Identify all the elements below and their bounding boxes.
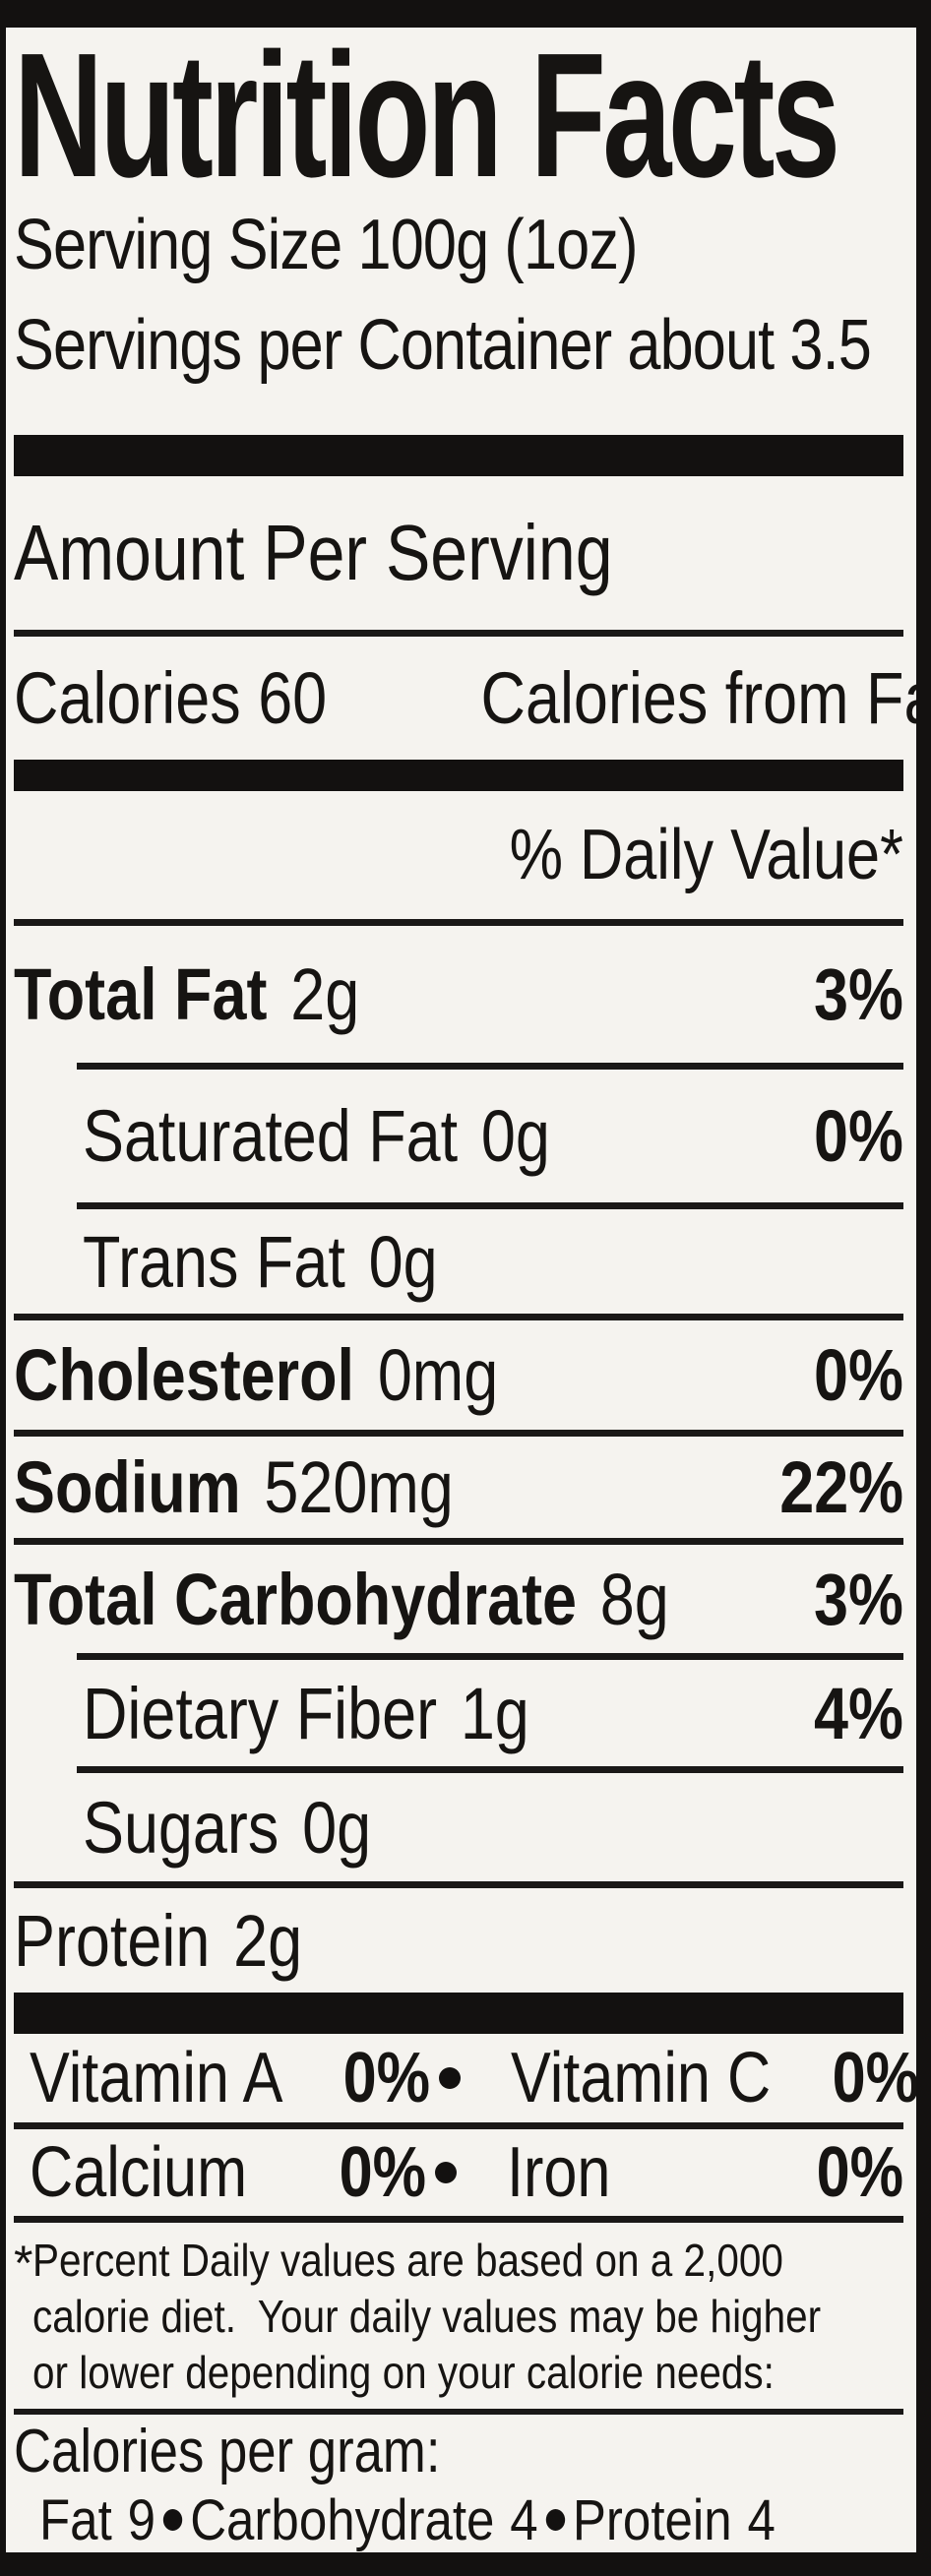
amount-per-serving-header: Amount Per Serving xyxy=(14,509,613,596)
nutrient-amount: 0g xyxy=(480,1095,550,1177)
vitamin-row: Vitamin A 0% Vitamin C 0% xyxy=(14,2034,916,2122)
nutrient-daily-value: 22% xyxy=(779,1446,903,1528)
nutrient-name: Protein xyxy=(14,1899,211,1982)
calories-per-gram-values: Fat 9 Carbohydrate 4 Protein 4 xyxy=(14,2487,903,2552)
nutrient-amount: 520mg xyxy=(264,1446,454,1528)
nutrient-row-total-fat: Total Fat 2g 3% xyxy=(14,926,903,1063)
bullet-dot xyxy=(162,2509,183,2531)
cpg-protein: Protein 4 xyxy=(572,2487,776,2552)
nutrient-amount: 8g xyxy=(599,1558,669,1640)
nutrient-daily-value: 0% xyxy=(814,1095,903,1177)
nutrient-daily-value: 3% xyxy=(814,1558,903,1640)
iron-name: Iron xyxy=(507,2133,611,2212)
nutrient-amount: 2g xyxy=(290,953,360,1035)
divider xyxy=(14,2409,903,2415)
divider xyxy=(14,919,903,926)
divider xyxy=(77,1202,903,1209)
divider xyxy=(14,1881,903,1888)
iron-value: 0% xyxy=(816,2133,903,2212)
bullet-dot xyxy=(545,2509,565,2531)
vitamin-a-name: Vitamin A xyxy=(30,2039,283,2117)
nutrient-amount: 0mg xyxy=(377,1334,499,1416)
bullet-dot xyxy=(435,2162,457,2183)
divider xyxy=(14,630,903,637)
nutrient-name: Saturated Fat xyxy=(83,1095,459,1177)
cpg-fat: Fat 9 xyxy=(39,2487,155,2552)
nutrient-name: Total Carbohydrate xyxy=(14,1558,577,1640)
daily-value-header: % Daily Value* xyxy=(509,816,903,894)
calories-per-gram-header: Calories per gram: xyxy=(14,2418,441,2485)
minerals-row: Calcium 0% Iron 0% xyxy=(14,2129,903,2216)
divider xyxy=(77,1063,903,1070)
nutrient-name: Total Fat xyxy=(14,953,268,1035)
nutrient-row-cholesterol: Cholesterol 0mg 0% xyxy=(14,1320,903,1430)
nutrient-name: Sodium xyxy=(14,1446,241,1528)
nutrient-row-trans-fat: Trans Fat 0g xyxy=(14,1209,903,1314)
servings-per-container-line: Servings per Container about 3.5 xyxy=(14,306,872,385)
calcium-value: 0% xyxy=(339,2133,426,2212)
footnote-line: Percent Daily values are based on a 2,00… xyxy=(32,2235,784,2286)
divider xyxy=(14,1430,903,1437)
calcium-name: Calcium xyxy=(30,2133,248,2212)
divider xyxy=(77,1766,903,1773)
nutrient-name: Trans Fat xyxy=(83,1220,345,1303)
nutrient-row-sodium: Sodium 520mg 22% xyxy=(14,1437,903,1538)
divider xyxy=(77,1653,903,1660)
nutrient-row-dietary-fiber: Dietary Fiber 1g 4% xyxy=(14,1660,903,1766)
nutrient-name: Dietary Fiber xyxy=(83,1672,438,1754)
cpg-carbohydrate: Carbohydrate 4 xyxy=(190,2487,538,2552)
thick-separator-bar xyxy=(14,1993,903,2034)
vitamin-a-value: 0% xyxy=(342,2039,430,2117)
nutrient-name: Sugars xyxy=(83,1786,279,1869)
calories-value: Calories 60 xyxy=(14,657,328,739)
nutrient-row-saturated-fat: Saturated Fat 0g 0% xyxy=(14,1070,903,1202)
nutrient-daily-value: 3% xyxy=(814,953,903,1035)
vitamin-c-name: Vitamin C xyxy=(510,2039,772,2117)
nutrient-daily-value: 4% xyxy=(814,1672,903,1754)
label-title-text: Nutrition Facts xyxy=(14,17,840,215)
nutrient-daily-value: 0% xyxy=(814,1334,903,1416)
thick-separator-bar xyxy=(14,435,903,476)
nutrient-row-total-carbohydrate: Total Carbohydrate 8g 3% xyxy=(14,1545,903,1653)
asterisk-marker: * xyxy=(14,2236,33,2291)
thick-separator-bar xyxy=(14,760,903,791)
calories-row: Calories 60 Calories from Fat 30 xyxy=(14,637,916,760)
vitamin-c-value: 0% xyxy=(832,2039,919,2117)
nutrient-amount: 1g xyxy=(460,1672,529,1754)
divider xyxy=(14,2122,903,2129)
divider xyxy=(14,1314,903,1320)
daily-value-footnote: * Percent Daily values are based on a 2,… xyxy=(14,2223,903,2401)
nutrient-amount: 2g xyxy=(233,1899,303,1982)
footnote-line: calorie diet. Your daily values may be h… xyxy=(32,2291,822,2342)
divider xyxy=(14,1538,903,1545)
divider xyxy=(14,2216,903,2223)
serving-size-line: Serving Size 100g (1oz) xyxy=(14,206,638,284)
nutrient-amount: 0g xyxy=(302,1786,372,1869)
nutrient-row-protein: Protein 2g xyxy=(14,1888,903,1993)
bullet-dot xyxy=(438,2067,461,2089)
nutrient-name: Cholesterol xyxy=(14,1334,355,1416)
footnote-line: or lower depending on your calorie needs… xyxy=(32,2347,776,2398)
nutrient-amount: 0g xyxy=(368,1220,438,1303)
calories-from-fat-value: Calories from Fat 30 xyxy=(480,657,931,739)
nutrient-row-sugars: Sugars 0g xyxy=(14,1773,903,1881)
label-title: Nutrition Facts xyxy=(14,17,903,215)
